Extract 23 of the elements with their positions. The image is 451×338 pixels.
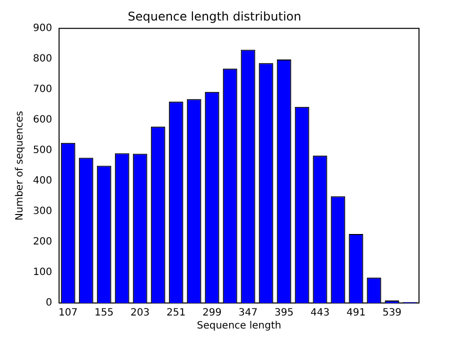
y-tick-label: 500 xyxy=(32,145,52,156)
y-tick-label: 400 xyxy=(32,176,52,187)
y-tick-label: 600 xyxy=(32,114,52,126)
y-tick-label: 700 xyxy=(32,84,52,96)
y-axis-title: Number of sequences xyxy=(14,110,26,220)
x-tick-label: 203 xyxy=(130,308,150,319)
y-tick-label: 0 xyxy=(46,298,52,309)
y-tick-label: 100 xyxy=(32,267,52,278)
x-tick-label: 107 xyxy=(58,308,78,319)
x-axis-title: Sequence length xyxy=(196,320,282,332)
x-tick-label: 443 xyxy=(310,308,330,319)
x-tick-label: 155 xyxy=(94,308,114,319)
x-tick-label: 347 xyxy=(238,308,258,319)
x-tick-label: 251 xyxy=(166,308,186,319)
x-tick-label: 539 xyxy=(382,308,402,319)
x-tick-label: 299 xyxy=(202,308,222,319)
y-tick-label: 900 xyxy=(32,22,52,34)
y-tick-label: 300 xyxy=(32,206,52,218)
x-tick-label: 395 xyxy=(274,308,294,319)
x-tick-label: 491 xyxy=(346,308,366,319)
y-tick-label: 200 xyxy=(32,236,52,248)
y-tick-label: 800 xyxy=(32,54,52,65)
chart-title: Sequence length distribution xyxy=(128,9,302,24)
